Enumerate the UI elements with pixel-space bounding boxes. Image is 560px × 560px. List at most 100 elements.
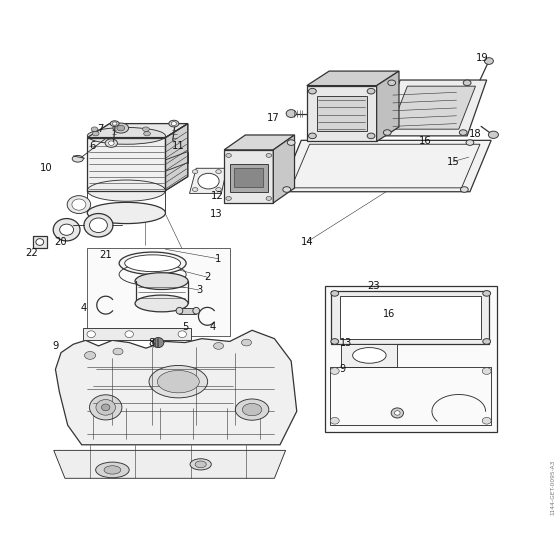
Polygon shape	[317, 96, 367, 132]
Polygon shape	[307, 71, 399, 86]
Polygon shape	[166, 124, 188, 190]
Ellipse shape	[143, 127, 150, 132]
Ellipse shape	[331, 291, 339, 296]
Polygon shape	[55, 330, 297, 445]
Ellipse shape	[149, 366, 208, 398]
Text: 22: 22	[25, 248, 38, 258]
Ellipse shape	[213, 343, 223, 349]
Ellipse shape	[286, 110, 296, 118]
Ellipse shape	[90, 218, 108, 232]
Polygon shape	[381, 80, 487, 136]
Ellipse shape	[125, 255, 180, 272]
Polygon shape	[33, 236, 46, 248]
Ellipse shape	[109, 141, 114, 146]
Polygon shape	[54, 450, 286, 478]
Ellipse shape	[144, 132, 151, 136]
Ellipse shape	[91, 127, 98, 132]
Ellipse shape	[113, 122, 117, 125]
Ellipse shape	[235, 399, 269, 420]
Ellipse shape	[483, 291, 491, 296]
Polygon shape	[234, 167, 263, 187]
Text: 13: 13	[209, 209, 222, 219]
Ellipse shape	[331, 339, 339, 344]
Ellipse shape	[384, 130, 391, 136]
Polygon shape	[87, 138, 166, 190]
Polygon shape	[87, 124, 188, 138]
Ellipse shape	[241, 339, 251, 346]
Ellipse shape	[226, 153, 231, 157]
Ellipse shape	[330, 368, 339, 375]
Text: 9: 9	[52, 341, 59, 351]
Polygon shape	[224, 135, 295, 150]
Text: 10: 10	[40, 164, 53, 173]
Text: 14: 14	[301, 237, 313, 247]
Polygon shape	[179, 308, 196, 314]
Ellipse shape	[353, 348, 386, 363]
Ellipse shape	[171, 122, 176, 125]
Text: 16: 16	[419, 137, 432, 147]
Text: 20: 20	[55, 237, 67, 247]
Polygon shape	[273, 135, 295, 203]
Ellipse shape	[463, 80, 471, 86]
Ellipse shape	[195, 461, 206, 468]
Ellipse shape	[460, 186, 468, 192]
Polygon shape	[377, 71, 399, 142]
Ellipse shape	[90, 395, 122, 420]
Ellipse shape	[84, 213, 113, 237]
Ellipse shape	[36, 239, 44, 245]
Ellipse shape	[110, 121, 119, 127]
Polygon shape	[332, 291, 489, 344]
Polygon shape	[87, 248, 230, 336]
Ellipse shape	[153, 338, 164, 348]
Ellipse shape	[85, 352, 96, 360]
Ellipse shape	[482, 417, 491, 424]
Ellipse shape	[59, 224, 73, 235]
Ellipse shape	[466, 140, 474, 146]
Text: 3: 3	[196, 285, 202, 295]
Polygon shape	[342, 344, 397, 367]
Ellipse shape	[178, 331, 186, 338]
Ellipse shape	[87, 202, 166, 223]
Text: 11: 11	[172, 141, 185, 151]
Ellipse shape	[330, 417, 339, 424]
Text: 1144-GET-0095-A3: 1144-GET-0095-A3	[550, 459, 555, 515]
Ellipse shape	[135, 273, 188, 290]
Text: 4: 4	[210, 323, 216, 333]
Ellipse shape	[72, 199, 86, 210]
Polygon shape	[307, 86, 377, 142]
Ellipse shape	[117, 125, 125, 131]
Ellipse shape	[96, 462, 129, 478]
Text: 1: 1	[216, 254, 222, 264]
Ellipse shape	[169, 120, 179, 127]
Ellipse shape	[266, 153, 272, 157]
Ellipse shape	[104, 466, 121, 474]
Ellipse shape	[309, 133, 316, 139]
Ellipse shape	[198, 173, 219, 189]
Polygon shape	[189, 168, 227, 193]
Ellipse shape	[484, 58, 493, 64]
Text: 5: 5	[182, 323, 188, 333]
Ellipse shape	[193, 307, 199, 314]
Ellipse shape	[192, 188, 198, 192]
Ellipse shape	[96, 399, 115, 415]
Ellipse shape	[483, 339, 491, 344]
Ellipse shape	[135, 295, 188, 312]
Ellipse shape	[216, 170, 221, 174]
Polygon shape	[230, 164, 268, 192]
Ellipse shape	[226, 197, 231, 200]
Text: 13: 13	[340, 338, 352, 348]
Ellipse shape	[482, 368, 491, 375]
Text: 6: 6	[90, 141, 96, 151]
Ellipse shape	[242, 403, 262, 416]
Text: 17: 17	[267, 113, 279, 123]
Ellipse shape	[190, 459, 211, 470]
Ellipse shape	[488, 131, 498, 138]
Ellipse shape	[459, 130, 467, 136]
Text: 18: 18	[469, 129, 482, 139]
Ellipse shape	[176, 307, 183, 314]
Ellipse shape	[394, 410, 400, 415]
Text: 9: 9	[339, 365, 346, 375]
Polygon shape	[391, 86, 475, 129]
Text: 23: 23	[367, 281, 380, 291]
Text: 19: 19	[476, 53, 488, 63]
